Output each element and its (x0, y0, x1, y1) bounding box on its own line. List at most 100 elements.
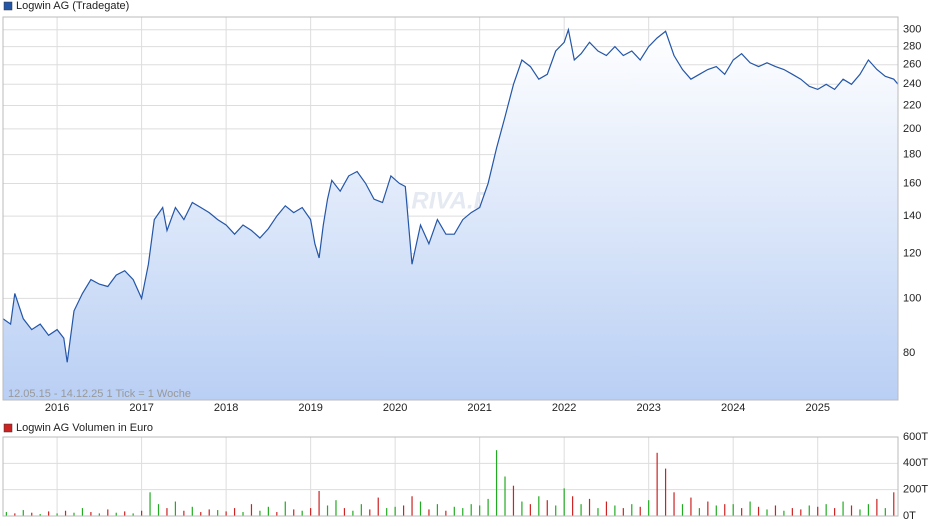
volume-bar (715, 505, 717, 516)
x-tick-label: 2023 (636, 402, 660, 414)
panel-border (2, 16, 899, 401)
volume-bar (301, 510, 303, 516)
volume-bar (98, 513, 100, 516)
y-tick-label: 0T (903, 510, 916, 522)
volume-bar (622, 508, 624, 516)
volume-bar (648, 500, 650, 516)
y-tick-label: 260 (903, 59, 921, 71)
volume-bar (217, 510, 219, 516)
y-tick-label: 300 (903, 24, 921, 36)
volume-bar (555, 505, 557, 516)
volume-bar (326, 505, 329, 516)
volume-bar (572, 496, 574, 516)
volume-bar (48, 511, 50, 516)
volume-bar (479, 505, 481, 516)
y-tick-label: 220 (903, 99, 921, 111)
volume-bar (605, 501, 608, 516)
volume-bar (783, 510, 785, 516)
volume-bar (225, 511, 227, 516)
volume-bar (411, 496, 413, 516)
panel-border (2, 436, 899, 517)
volume-bar (81, 508, 84, 516)
volume-bar (174, 501, 177, 516)
volume-bar (757, 506, 760, 516)
y-tick-label: 240 (903, 78, 921, 90)
x-tick-label: 2022 (552, 402, 576, 414)
y-tick-label: 140 (903, 210, 921, 222)
x-tick-label: 2024 (721, 402, 745, 414)
volume-bar (850, 505, 853, 516)
volume-bar (250, 504, 253, 516)
volume-bar (284, 501, 286, 516)
volume-bar (191, 506, 193, 516)
volume-bar (335, 500, 337, 516)
volume-bar (394, 506, 396, 516)
volume-bar (673, 492, 675, 516)
x-tick-label: 2017 (129, 402, 153, 414)
volume-bar (546, 500, 548, 516)
volume-bar (698, 508, 700, 516)
legend-swatch (3, 1, 13, 11)
y-tick-label: 280 (903, 40, 921, 52)
volume-bar (563, 488, 565, 516)
volume-bar (791, 508, 793, 516)
volume-bar (200, 512, 202, 516)
volume-bar (800, 509, 802, 516)
volume-bar (242, 512, 244, 516)
volume-bar (825, 504, 827, 516)
volume-bar (259, 510, 261, 516)
volume-bar (208, 509, 210, 516)
y-tick-label: 120 (903, 248, 921, 260)
y-tick-label: 200 (903, 123, 921, 135)
volume-bar (386, 508, 388, 516)
volume-bar (538, 496, 540, 516)
volume-bar (369, 509, 371, 516)
volume-bar (808, 505, 810, 516)
legend-label: Logwin AG (Tradegate) (16, 0, 129, 12)
volume-bar (39, 514, 41, 516)
volume-bar (377, 497, 379, 516)
volume-bar (867, 504, 870, 516)
volume-bar (318, 490, 320, 516)
volume-bar (183, 510, 185, 516)
volume-bar (512, 485, 515, 516)
volume-bar (588, 498, 591, 516)
volume-bar (149, 492, 151, 516)
volume-bar (14, 513, 16, 516)
volume-bar (681, 504, 684, 516)
volume-bar (842, 501, 844, 516)
volume-bar (766, 509, 768, 516)
volume-bar (876, 498, 878, 516)
volume-bar (495, 450, 498, 516)
volume-bar (360, 504, 362, 516)
volume-bar (690, 497, 692, 516)
volume-bar (639, 506, 641, 516)
volume-bar (749, 501, 751, 516)
volume-bar (707, 501, 709, 516)
x-tick-label: 2021 (467, 402, 491, 414)
volume-bar (884, 508, 886, 516)
volume-bar (352, 510, 354, 516)
y-tick-label: 80 (903, 347, 915, 359)
x-tick-label: 2016 (45, 402, 69, 414)
volume-bar (529, 504, 531, 516)
volume-bar (504, 476, 506, 516)
volume-bar (453, 506, 455, 516)
volume-bar (276, 512, 278, 516)
footer-note: 12.05.15 - 14.12.25 1 Tick = 1 Woche (8, 388, 191, 400)
volume-bar (732, 504, 734, 516)
volume-bar (157, 504, 160, 516)
y-tick-label: 400T (903, 457, 928, 469)
volume-bar (893, 492, 895, 516)
price-line (2, 27, 899, 363)
volume-bar (419, 501, 422, 516)
volume-bar (631, 504, 633, 516)
legend-label: Logwin AG Volumen in Euro (16, 422, 153, 434)
x-tick-label: 2025 (805, 402, 829, 414)
y-tick-label: 600T (903, 431, 928, 443)
y-tick-label: 200T (903, 484, 928, 496)
volume-bar (597, 508, 599, 516)
volume-bar (614, 505, 616, 516)
volume-bar (310, 508, 312, 516)
